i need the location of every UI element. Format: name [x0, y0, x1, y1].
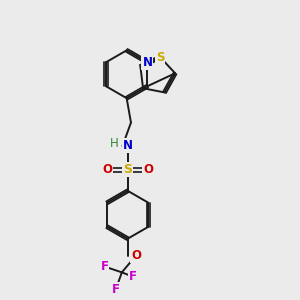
Text: S: S [156, 51, 164, 64]
Text: N: N [142, 56, 152, 69]
Text: F: F [112, 283, 120, 296]
Text: O: O [102, 163, 112, 176]
Text: S: S [123, 163, 132, 176]
Text: F: F [100, 260, 109, 273]
Text: O: O [143, 163, 153, 176]
Text: O: O [131, 249, 141, 262]
Text: H: H [110, 137, 119, 150]
Text: N: N [123, 140, 133, 152]
Text: F: F [129, 270, 137, 283]
